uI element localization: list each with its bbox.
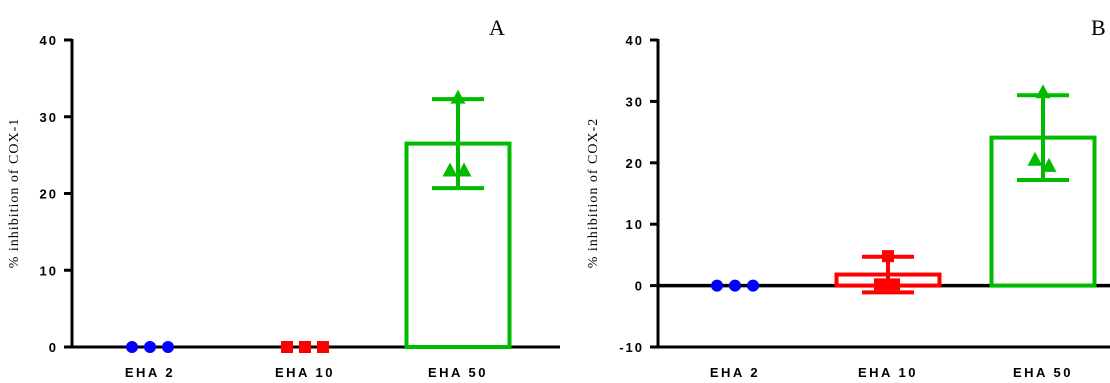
- data-point: [1027, 151, 1043, 166]
- panel-label: A: [489, 15, 505, 40]
- chart-panel-a: 0 10 20 30 40 % inhibition of COX-1 A EHA 2 EHA …: [7, 15, 560, 380]
- y-axis-title: % inhibition of COX-2: [586, 118, 601, 269]
- x-category-label: EHA 10: [275, 365, 335, 380]
- x-category-label: EHA 2: [125, 365, 175, 380]
- data-point: [711, 279, 723, 292]
- y-axis-title: % inhibition of COX-1: [7, 118, 22, 269]
- data-point: [729, 279, 741, 292]
- x-category-label: EHA 2: [710, 365, 760, 380]
- bar-group-eha-10: [281, 341, 329, 353]
- bar-group-eha-50: [989, 84, 1097, 288]
- data-point: [450, 89, 466, 104]
- data-point: [126, 341, 138, 353]
- bar-group-eha-50: [404, 89, 512, 349]
- data-point: [456, 162, 472, 177]
- bar-group-eha-10: [834, 250, 942, 295]
- x-category-label: EHA 50: [1013, 365, 1073, 380]
- y-tick-label: 30: [40, 110, 58, 125]
- data-point: [1035, 84, 1051, 99]
- data-point: [1041, 157, 1057, 172]
- x-category-label: EHA 10: [858, 365, 918, 380]
- data-point: [874, 278, 886, 291]
- panel-label: B: [1091, 15, 1106, 40]
- data-point: [162, 341, 174, 353]
- data-point: [144, 341, 156, 353]
- data-point: [317, 341, 329, 353]
- y-tick-label: 20: [40, 187, 58, 202]
- data-point: [882, 250, 894, 263]
- y-tick-label: 0: [635, 279, 644, 294]
- data-point: [299, 341, 311, 353]
- y-tick-label: 10: [40, 263, 58, 278]
- y-tick-label: 20: [626, 156, 644, 171]
- y-tick-label: 40: [40, 33, 58, 48]
- data-point: [888, 278, 900, 291]
- chart-panel-b: -10 0 10 20 30 40 % inhibition of COX-2 B EHA 2 E…: [586, 15, 1110, 380]
- data-point: [281, 341, 293, 353]
- bar-group-eha-2: [126, 341, 174, 353]
- y-tick-label: 0: [49, 340, 58, 355]
- x-category-label: EHA 50: [428, 365, 488, 380]
- y-tick-label: 40: [626, 33, 644, 48]
- data-point: [442, 162, 458, 177]
- y-tick-label: 10: [626, 217, 644, 232]
- y-tick-label: -10: [619, 340, 644, 355]
- bar-group-eha-2: [711, 279, 759, 292]
- y-tick-label: 30: [626, 94, 644, 109]
- data-point: [747, 279, 759, 292]
